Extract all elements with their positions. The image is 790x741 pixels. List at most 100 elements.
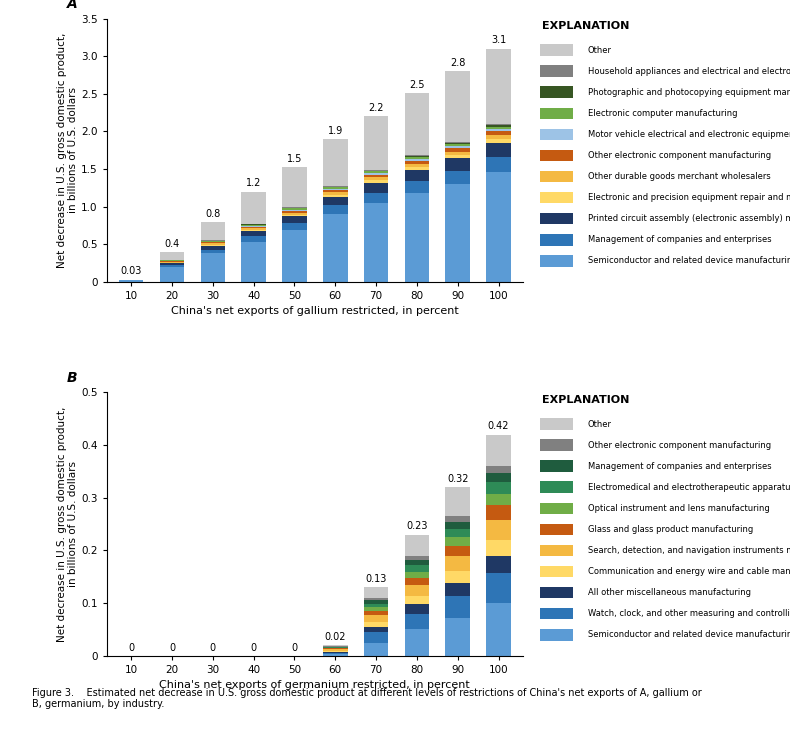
Text: 1.5: 1.5 [287, 154, 302, 165]
Bar [487, 556, 511, 573]
Bar [446, 144, 470, 146]
Bar [404, 155, 429, 156]
Text: Other: Other [588, 46, 611, 55]
Bar [323, 186, 348, 187]
Bar [487, 139, 511, 143]
Bar [540, 418, 573, 430]
X-axis label: China's net exports of germanium restricted, in percent: China's net exports of germanium restric… [160, 680, 470, 691]
Bar [282, 167, 307, 207]
Bar [540, 234, 573, 245]
Text: 2.2: 2.2 [368, 103, 384, 113]
X-axis label: China's net exports of gallium restricted, in percent: China's net exports of gallium restricte… [171, 307, 459, 316]
Text: Optical instrument and lens manufacturing: Optical instrument and lens manufacturin… [588, 504, 769, 513]
Bar [323, 189, 348, 190]
Bar [446, 522, 470, 529]
Bar [201, 246, 225, 250]
Bar [364, 627, 389, 632]
Bar [323, 654, 348, 656]
Bar [323, 653, 348, 654]
Bar [446, 537, 470, 545]
Bar [201, 253, 225, 282]
Bar [487, 143, 511, 157]
Bar [540, 482, 573, 493]
Bar [201, 244, 225, 245]
Bar [364, 116, 389, 170]
Bar [404, 193, 429, 282]
Bar [323, 139, 348, 186]
Text: 0: 0 [128, 643, 134, 653]
Text: Motor vehicle electrical and electronic equipment manufacturing: Motor vehicle electrical and electronic … [588, 130, 790, 139]
Bar [160, 262, 184, 263]
Bar [404, 167, 429, 170]
Bar [446, 516, 470, 522]
Bar [446, 146, 470, 148]
Bar [323, 649, 348, 651]
Bar [404, 170, 429, 182]
Bar [160, 252, 184, 260]
Bar [487, 482, 511, 494]
Text: Household appliances and electrical and electronic goods: Household appliances and electrical and … [588, 67, 790, 76]
Bar [487, 603, 511, 656]
Bar [540, 65, 573, 77]
Text: Figure 3.    Estimated net decrease in U.S. gross domestic product at different : Figure 3. Estimated net decrease in U.S.… [32, 688, 702, 709]
Text: Communication and energy wire and cable manufacturing: Communication and energy wire and cable … [588, 567, 790, 576]
Bar [160, 261, 184, 262]
Bar [323, 195, 348, 197]
Bar [540, 170, 573, 182]
Bar [446, 556, 470, 571]
Bar [487, 573, 511, 603]
Bar [364, 632, 389, 642]
Bar [487, 135, 511, 139]
Y-axis label: Net decrease in U.S. gross domestic product,
in billions of U.S. dollars: Net decrease in U.S. gross domestic prod… [57, 406, 78, 642]
Bar [404, 578, 429, 585]
Bar [364, 180, 389, 182]
Bar [364, 615, 389, 622]
Bar [323, 190, 348, 193]
Bar [404, 565, 429, 571]
Bar [160, 265, 184, 268]
Bar [446, 184, 470, 282]
Bar [364, 622, 389, 627]
Bar [364, 608, 389, 611]
Text: Electromedical and electrotherapeutic apparatus manufacturing: Electromedical and electrotherapeutic ap… [588, 482, 790, 492]
Bar [487, 494, 511, 505]
Bar [540, 587, 573, 599]
Bar [487, 127, 511, 129]
Bar [540, 545, 573, 556]
Bar [540, 150, 573, 162]
Bar [282, 213, 307, 214]
Bar [323, 205, 348, 214]
Bar [404, 604, 429, 614]
Bar [540, 608, 573, 619]
Bar [446, 152, 470, 155]
Text: A: A [67, 0, 78, 10]
Bar [323, 187, 348, 189]
Bar [404, 596, 429, 604]
Bar [487, 505, 511, 520]
Bar [364, 182, 389, 193]
Bar [540, 629, 573, 640]
Bar [446, 155, 470, 159]
Bar [364, 193, 389, 203]
Bar [446, 582, 470, 596]
Bar [540, 87, 573, 98]
Text: All other miscellaneous manufacturing: All other miscellaneous manufacturing [588, 588, 750, 597]
Text: 0: 0 [169, 643, 175, 653]
Y-axis label: Net decrease in U.S. gross domestic product,
in billions of U.S. dollars: Net decrease in U.S. gross domestic prod… [57, 33, 78, 268]
Text: Semiconductor and related device manufacturing: Semiconductor and related device manufac… [588, 256, 790, 265]
Bar [446, 148, 470, 152]
Text: Photographic and photocopying equipment manufacturing: Photographic and photocopying equipment … [588, 87, 790, 97]
Text: 3.1: 3.1 [491, 36, 506, 45]
Bar [242, 192, 266, 224]
Text: EXPLANATION: EXPLANATION [543, 21, 630, 31]
Bar [487, 172, 511, 282]
Text: Other electronic component manufacturing: Other electronic component manufacturing [588, 151, 771, 160]
Text: Printed circuit assembly (electronic assembly) manufacturing: Printed circuit assembly (electronic ass… [588, 214, 790, 223]
Bar [404, 535, 429, 556]
Text: Other electronic component manufacturing: Other electronic component manufacturing [588, 441, 771, 450]
Text: 0.02: 0.02 [325, 632, 346, 642]
Bar [242, 230, 266, 231]
Bar [242, 225, 266, 226]
Bar [242, 228, 266, 230]
Bar [404, 182, 429, 193]
